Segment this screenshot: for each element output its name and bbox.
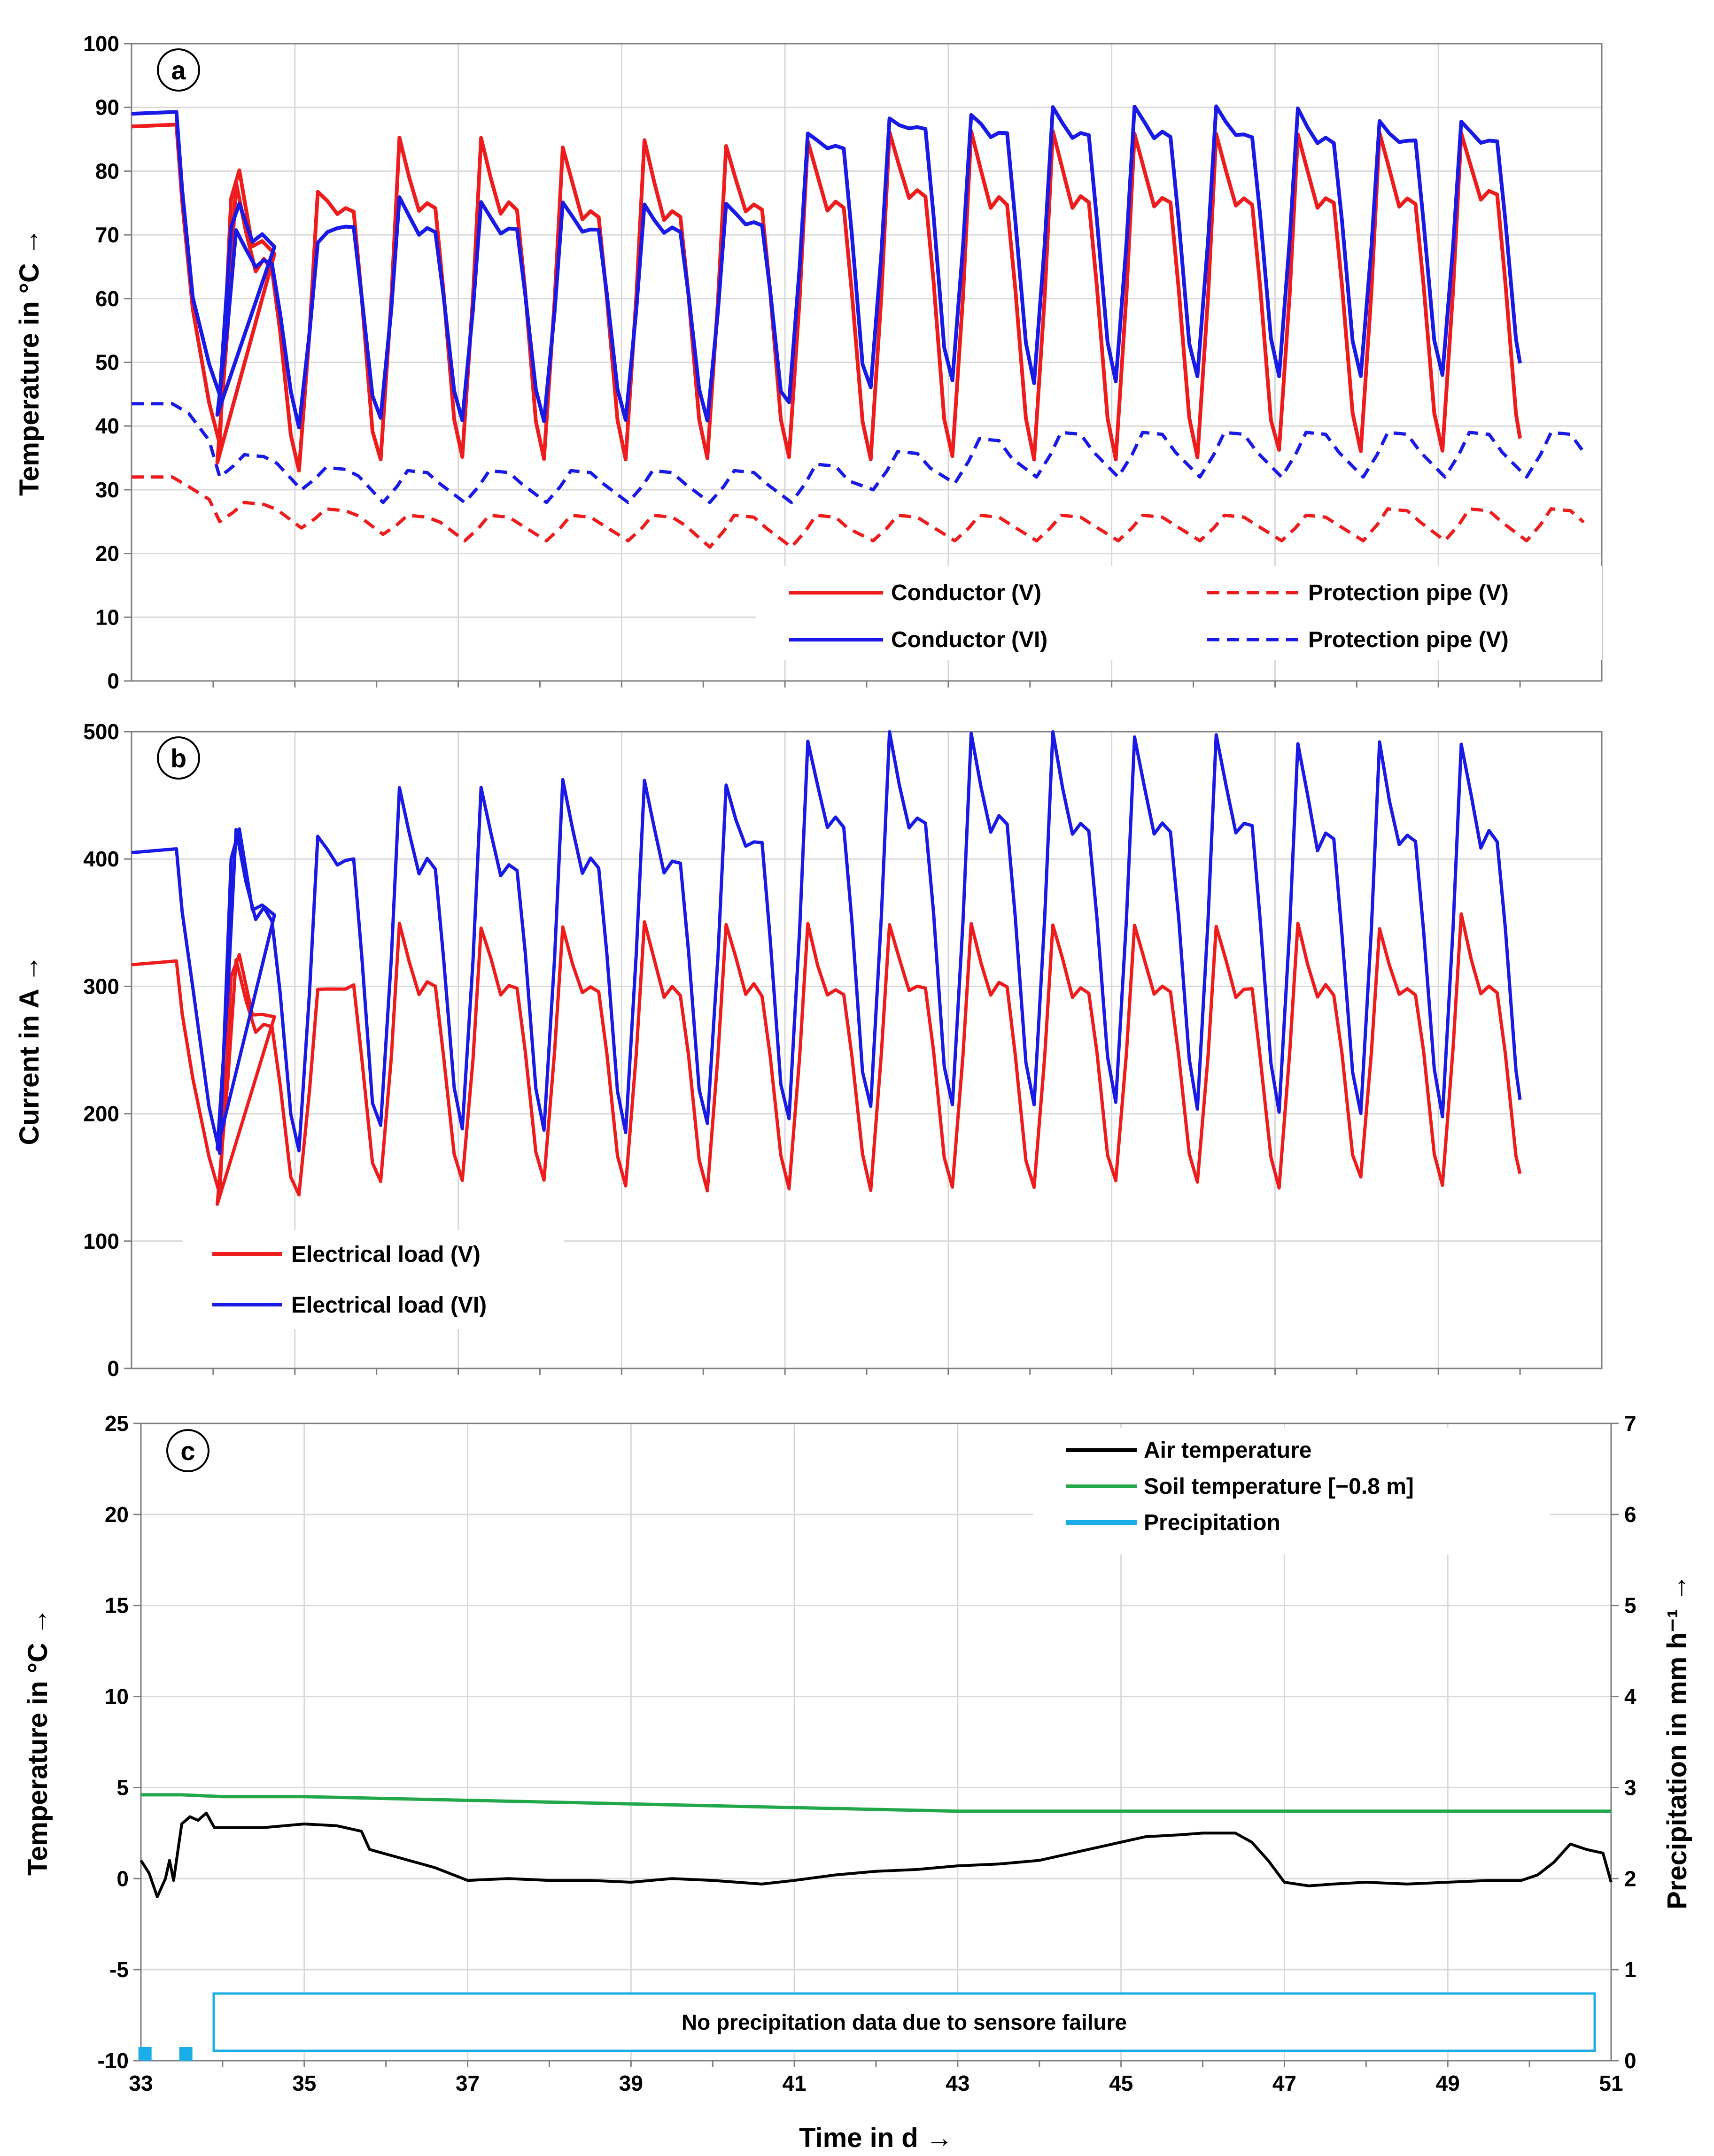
y-tick-label: 20 <box>95 541 119 566</box>
y-tick-label-right: 5 <box>1624 1593 1636 1618</box>
y-ticks-a: 0 10 20 30 40 50 60 70 80 90 100 <box>83 31 132 693</box>
legend-a-box <box>756 566 1602 660</box>
series-soil-temperature <box>141 1793 1611 1813</box>
legend-label-air-temp: Air temperature <box>1144 1438 1311 1463</box>
legend-a: Conductor (V) Conductor (VI) Protection … <box>789 580 1509 652</box>
y-tick-label: 70 <box>95 223 119 247</box>
x-tick-label: 35 <box>292 2071 316 2095</box>
no-data-annotation: No precipitation data due to sensore fai… <box>682 2010 1127 2034</box>
y-tick-label-right: 2 <box>1624 1866 1636 1891</box>
panel-letter-circle-c <box>166 1429 209 1472</box>
y-tick-label: 10 <box>95 605 119 629</box>
legend-c: Air temperature Soil temperature [−0.8 m… <box>1066 1438 1414 1535</box>
legend-label-protection-pipe-blue: Protection pipe (V) <box>1308 627 1509 652</box>
y-axis-label-c: Temperature in °C → <box>23 1608 53 1876</box>
legend-label-load-v: Electrical load (V) <box>291 1242 481 1267</box>
legend-label-precip: Precipitation <box>1144 1510 1280 1535</box>
legend-label-protection-pipe-red: Protection pipe (V) <box>1308 580 1509 605</box>
x-tick-label: 51 <box>1599 2071 1623 2095</box>
series-c <box>138 1793 1613 2061</box>
y-tick-label: 40 <box>95 414 119 438</box>
y-tick-label: 5 <box>116 1775 129 1800</box>
series-electrical-load-v <box>131 912 1522 1206</box>
series-protection-pipe-blue <box>132 402 1585 504</box>
series-a <box>131 104 1585 549</box>
y-tick-label: 100 <box>83 1229 119 1253</box>
y-ticks-c: -10 -5 0 5 10 15 20 25 <box>98 1411 141 2073</box>
series-protection-pipe-red <box>132 475 1585 549</box>
y-tick-label: 500 <box>83 719 119 744</box>
precipitation-bar <box>179 2047 193 2061</box>
y-tick-label: 30 <box>95 478 119 502</box>
panel-letter-circle-a <box>157 48 200 92</box>
y-tick-label: -5 <box>109 1957 129 1982</box>
y-ticks-c-right: 0 1 2 3 4 5 6 7 <box>1611 1411 1636 2073</box>
y-tick-label: 15 <box>105 1593 129 1618</box>
y-tick-label: 60 <box>95 286 119 311</box>
y-tick-label: 80 <box>95 159 119 183</box>
x-ticks: 33 35 37 39 41 43 45 47 49 51 <box>129 2071 1623 2095</box>
x-tick-label: 39 <box>619 2071 643 2095</box>
panel-letter-circle-b <box>157 736 200 780</box>
x-tick-label: 45 <box>1109 2071 1133 2095</box>
no-data-box <box>212 1992 1596 2052</box>
y-axis-label-b: Current in A → <box>14 955 45 1145</box>
y-tick-label: 50 <box>95 350 119 375</box>
y-tick-label-right: 1 <box>1624 1957 1636 1982</box>
y-tick-label: -10 <box>98 2048 129 2073</box>
series-electrical-load-vi <box>131 730 1522 1155</box>
y-tick-label: 20 <box>105 1502 129 1527</box>
y-tick-label: 200 <box>83 1102 119 1126</box>
y-axis-label-a: Temperature in °C → <box>14 228 45 496</box>
legend-label-conductor-v: Conductor (V) <box>891 580 1041 605</box>
x-tick-label: 43 <box>946 2071 969 2095</box>
panel-letter-a: a <box>171 55 186 85</box>
panel-letter-b: b <box>171 743 186 773</box>
series-conductor-vi <box>131 104 1522 430</box>
x-tick-label: 49 <box>1436 2071 1460 2095</box>
plot-frame-b <box>131 731 1603 1369</box>
y-tick-label-right: 0 <box>1624 2048 1636 2073</box>
legend-label-conductor-vi: Conductor (VI) <box>891 627 1047 652</box>
y-tick-label: 0 <box>107 1356 119 1381</box>
y-tick-label-right: 4 <box>1624 1685 1636 1709</box>
grid-b <box>132 731 1602 1375</box>
y-tick-label-right: 6 <box>1624 1502 1636 1527</box>
y-tick-label: 10 <box>105 1685 129 1709</box>
y-tick-label-right: 3 <box>1624 1775 1636 1800</box>
x-tick-label: 47 <box>1272 2071 1296 2095</box>
legend-b: Electrical load (V) Electrical load (VI) <box>212 1242 487 1318</box>
x-axis-label: Time in d → <box>799 2123 953 2153</box>
legend-label-soil-temp: Soil temperature [−0.8 m] <box>1144 1474 1414 1499</box>
plot-frame-c <box>140 1422 1612 2062</box>
y-tick-label-right: 7 <box>1624 1411 1636 1436</box>
precipitation-bar <box>138 2047 152 2061</box>
series-air-temperature <box>140 1811 1613 1899</box>
x-tick-label: 33 <box>129 2071 153 2095</box>
y-tick-label: 100 <box>83 31 119 56</box>
y-tick-label: 0 <box>107 669 119 693</box>
y-tick-label: 400 <box>83 847 119 871</box>
legend-b-box <box>183 1230 564 1329</box>
series-conductor-v <box>131 123 1522 472</box>
series-b <box>131 730 1522 1206</box>
legend-label-load-vi: Electrical load (VI) <box>291 1293 487 1318</box>
y-tick-label: 25 <box>105 1411 129 1436</box>
y-axis-label-c-right: Precipitation in mm h⁻¹ → <box>1662 1574 1692 1909</box>
x-tick-label: 37 <box>456 2071 480 2095</box>
x-tick-label: 41 <box>783 2071 807 2095</box>
y-tick-label: 90 <box>95 95 119 120</box>
y-tick-label: 0 <box>116 1866 129 1891</box>
y-ticks-b: 0 100 200 300 400 500 <box>83 719 132 1381</box>
panel-letter-c: c <box>180 1436 195 1466</box>
panel-b: 0 100 200 300 400 500 Current in A → b Electr… <box>14 719 1603 1381</box>
y-tick-label: 300 <box>83 974 119 998</box>
panel-a: 0 10 20 30 40 50 60 70 80 90 100 Temperature in °C… <box>14 31 1603 693</box>
